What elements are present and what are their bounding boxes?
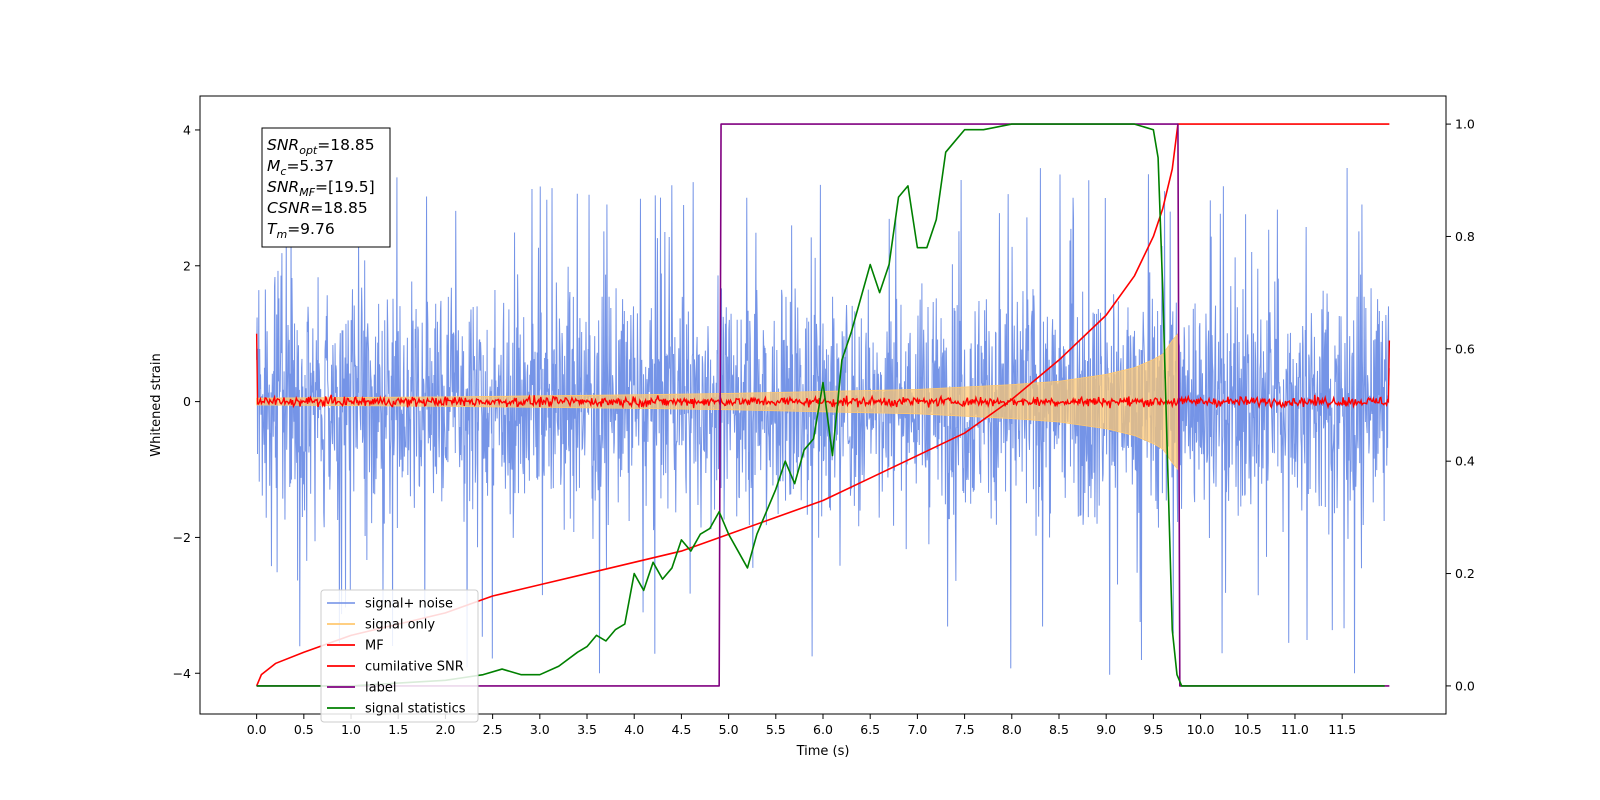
x-tick-label: 5.5 xyxy=(766,722,786,737)
series-mf xyxy=(255,333,1391,410)
annotation-line: SNRMF=[19.5] xyxy=(267,178,375,199)
x-axis-label: Time (s) xyxy=(796,744,850,759)
series-signal-statistics xyxy=(256,123,1385,687)
annotation-subscript: MF xyxy=(299,186,315,199)
series-signal-noise xyxy=(256,167,1390,675)
y2-tick-label: 0.6 xyxy=(1455,341,1475,356)
annotation-frame xyxy=(261,127,391,248)
legend-label-signal-only: signal only xyxy=(365,618,435,633)
y-tick-label: 4 xyxy=(183,122,191,137)
annotation-subscript: m xyxy=(276,228,287,241)
annotation-box: SNRopt=18.85Mc=5.37SNRMF=[19.5]CSNR=18.8… xyxy=(261,127,391,248)
x-tick-label: 8.0 xyxy=(1002,722,1022,737)
x-tick-label: 0.5 xyxy=(294,722,314,737)
x-tick-label: 4.0 xyxy=(624,722,644,737)
annotation-line: SNRopt=18.85 xyxy=(267,136,375,157)
y2-tick-label: 0.8 xyxy=(1455,229,1475,244)
x-tick-label: 10.0 xyxy=(1187,722,1215,737)
annotation-symbol: M xyxy=(267,157,280,175)
annotation-line: CSNR=18.85 xyxy=(267,199,368,217)
annotation-symbol: CSNR xyxy=(267,199,310,217)
y-tick-label: −2 xyxy=(173,530,191,545)
x-tick-label: 11.0 xyxy=(1281,722,1309,737)
x-tick-label: 6.5 xyxy=(860,722,880,737)
y-tick-label: 0 xyxy=(183,394,191,409)
x-tick-label: 1.0 xyxy=(341,722,361,737)
annotation-symbol: T xyxy=(267,220,278,238)
x-tick-label: 9.5 xyxy=(1143,722,1163,737)
y2-tick-label: 0.4 xyxy=(1455,454,1475,469)
x-tick-label: 7.5 xyxy=(955,722,975,737)
annotation-value: =18.85 xyxy=(310,199,367,217)
x-tick-label: 3.5 xyxy=(577,722,597,737)
y-tick-label: −4 xyxy=(173,666,191,681)
y2-tick-label: 1.0 xyxy=(1455,117,1475,132)
x-tick-label: 10.5 xyxy=(1234,722,1262,737)
annotation-symbol: SNR xyxy=(267,178,299,196)
y-axis-label: Whitened strain xyxy=(149,353,164,456)
y-tick-label: 2 xyxy=(183,258,191,273)
plot-frame xyxy=(199,95,1447,715)
legend-label-signal-noise: signal+ noise xyxy=(365,597,453,612)
x-tick-label: 4.5 xyxy=(671,722,691,737)
x-tick-label: 2.0 xyxy=(435,722,455,737)
annotation-line: Tm=9.76 xyxy=(267,220,335,241)
x-tick-label: 6.0 xyxy=(813,722,833,737)
annotation-value: =5.37 xyxy=(286,157,334,175)
annotation-value: =[19.5] xyxy=(315,178,375,196)
x-tick-label: 3.0 xyxy=(530,722,550,737)
y2-tick-label: 0.0 xyxy=(1455,678,1475,693)
legend-label-signal-statistics: signal statistics xyxy=(365,702,466,717)
legend-label-label: label xyxy=(365,681,396,696)
x-tick-label: 1.5 xyxy=(388,722,408,737)
legend-label-cumilative-snr: cumilative SNR xyxy=(365,660,464,675)
x-tick-label: 9.0 xyxy=(1096,722,1116,737)
legend-label-mf: MF xyxy=(365,639,384,654)
ticks-layer: 0.0 0.5 1.0 1.5 2.0 2.5 3.0 3.5 4.0 4.5 5.0 5.5 6.0 6… xyxy=(173,117,1475,737)
y2-tick-label: 0.2 xyxy=(1455,566,1475,581)
annotation-subscript: c xyxy=(280,165,286,178)
annotation-subscript: opt xyxy=(299,144,318,157)
x-tick-label: 7.0 xyxy=(907,722,927,737)
x-tick-label: 0.0 xyxy=(247,722,267,737)
annotation-symbol: SNR xyxy=(267,136,299,154)
x-tick-label: 11.5 xyxy=(1328,722,1356,737)
x-tick-label: 8.5 xyxy=(1049,722,1069,737)
x-tick-label: 5.0 xyxy=(719,722,739,737)
x-tick-label: 2.5 xyxy=(483,722,503,737)
annotation-value: =18.85 xyxy=(317,136,374,154)
legend-frame xyxy=(320,589,479,723)
legend: signal+ noise signal only MF cumilative SNR… xyxy=(320,589,479,723)
annotation-line: Mc=5.37 xyxy=(267,157,334,178)
annotation-value: =9.76 xyxy=(287,220,335,238)
